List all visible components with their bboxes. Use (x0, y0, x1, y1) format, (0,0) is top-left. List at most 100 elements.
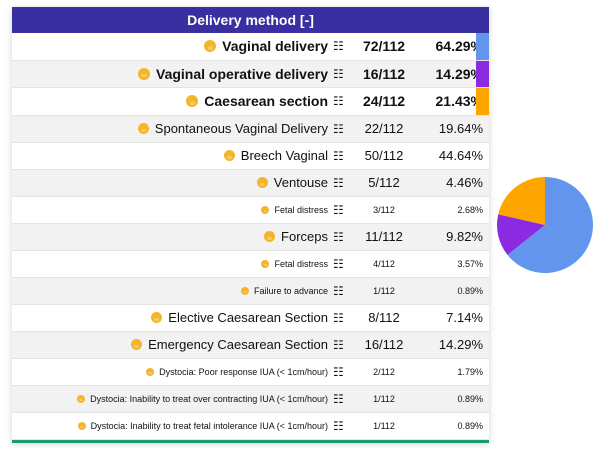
table-row[interactable]: Elective Caesarean Section ☷ 8/112 7.14% (12, 305, 489, 332)
pie-slice-vaginal-operative-delivery[interactable] (497, 214, 545, 255)
row-percent: 7.14% (446, 310, 483, 325)
row-percent: 64.29% (435, 38, 483, 55)
row-count: 24/112 (362, 93, 406, 110)
row-count: 1/112 (373, 420, 395, 431)
grid-icon[interactable]: ☷ (333, 283, 344, 298)
table-row[interactable]: Fetal distress ☷ 3/112 2.68% (12, 197, 489, 224)
grid-icon[interactable]: ☷ (333, 364, 344, 379)
row-percent: 0.89% (457, 393, 483, 404)
row-count: 72/112 (362, 38, 406, 55)
row-label: Dystocia: Inability to treat over contra… (90, 393, 328, 404)
row-label: Vaginal operative delivery (156, 65, 328, 82)
row-label: Failure to advance (253, 285, 328, 296)
baby-icon (77, 421, 86, 430)
pie-slice-caesarean-section[interactable] (498, 177, 545, 225)
grid-icon[interactable]: ☷ (333, 202, 344, 217)
row-label-cell: Spontaneous Vaginal Delivery ☷ (12, 121, 345, 136)
row-label: Caesarean section (204, 93, 328, 110)
grid-icon[interactable]: ☷ (333, 418, 344, 433)
row-count: 1/112 (373, 285, 395, 296)
delivery-method-panel: Delivery method [-] Vaginal delivery ☷ 72/… (12, 7, 489, 443)
row-label-cell: Breech Vaginal ☷ (12, 148, 345, 163)
row-percent: 4.46% (446, 175, 483, 190)
grid-icon[interactable]: ☷ (333, 256, 344, 271)
color-swatch (476, 33, 489, 60)
table-row[interactable]: Breech Vaginal ☷ 50/112 44.64% (12, 143, 489, 170)
row-label: Fetal distress (274, 258, 328, 269)
row-percent: 14.29% (438, 337, 483, 352)
row-label-cell: Elective Caesarean Section ☷ (12, 310, 345, 325)
row-count: 16/112 (362, 65, 406, 82)
delivery-table: Vaginal delivery ☷ 72/112 64.29% Vaginal ope… (12, 33, 489, 440)
row-count: 50/112 (364, 148, 404, 163)
table-row[interactable]: Dystocia: Poor response IUA (< 1cm/hour)… (12, 359, 489, 386)
row-percent: 3.57% (457, 258, 483, 269)
row-percent: 9.82% (446, 229, 483, 244)
table-row[interactable]: Forceps ☷ 11/112 9.82% (12, 223, 489, 251)
baby-icon (256, 177, 268, 188)
grid-icon[interactable]: ☷ (333, 175, 344, 190)
bottom-divider (12, 439, 489, 443)
pie-slice-vaginal-delivery[interactable] (507, 177, 593, 273)
grid-icon[interactable]: ☷ (333, 337, 344, 352)
row-label-cell: Dystocia: Inability to treat fetal intol… (12, 420, 345, 432)
table-row[interactable]: Fetal distress ☷ 4/112 3.57% (12, 251, 489, 278)
grid-icon[interactable]: ☷ (333, 39, 344, 54)
row-label: Dystocia: Poor response IUA (< 1cm/hour) (159, 366, 328, 377)
row-label-cell: Fetal distress ☷ (12, 204, 345, 216)
row-label: Forceps (281, 229, 328, 244)
grid-icon[interactable]: ☷ (333, 391, 344, 406)
grid-icon[interactable]: ☷ (333, 229, 344, 244)
row-label-cell: Vaginal delivery ☷ (12, 38, 345, 54)
grid-icon[interactable]: ☷ (333, 94, 344, 109)
row-label-cell: Dystocia: Inability to treat over contra… (12, 393, 345, 405)
row-label-cell: Caesarean section ☷ (12, 93, 345, 109)
baby-icon (261, 259, 270, 268)
row-label-cell: Forceps ☷ (12, 229, 345, 244)
baby-icon (138, 67, 151, 80)
panel-title[interactable]: Delivery method [-] (187, 12, 314, 28)
row-label-cell: Ventouse ☷ (12, 175, 345, 190)
row-percent: 0.89% (457, 285, 483, 296)
baby-icon (77, 394, 86, 403)
baby-icon (204, 40, 217, 53)
table-row[interactable]: Vaginal delivery ☷ 72/112 64.29% (12, 33, 489, 61)
table-row[interactable]: Dystocia: Inability to treat over contra… (12, 385, 489, 413)
row-percent: 19.64% (438, 121, 483, 136)
baby-icon (131, 339, 143, 350)
table-row[interactable]: Spontaneous Vaginal Delivery ☷ 22/112 19.64… (12, 115, 489, 143)
row-count: 4/112 (373, 258, 395, 269)
row-label: Emergency Caesarean Section (148, 337, 328, 352)
baby-icon (223, 150, 235, 161)
row-count: 16/112 (364, 337, 404, 352)
grid-icon[interactable]: ☷ (333, 148, 344, 163)
table-row[interactable]: Dystocia: Inability to treat fetal intol… (12, 413, 489, 440)
panel-header[interactable]: Delivery method [-] (12, 7, 489, 33)
row-label-cell: Dystocia: Poor response IUA (< 1cm/hour)… (12, 366, 345, 378)
row-percent: 2.68% (457, 204, 483, 215)
baby-icon (261, 205, 270, 214)
row-count: 3/112 (373, 204, 395, 215)
grid-icon[interactable]: ☷ (333, 310, 344, 325)
table-row[interactable]: Failure to advance ☷ 1/112 0.89% (12, 277, 489, 305)
delivery-pie-chart (497, 177, 593, 273)
row-label: Vaginal delivery (222, 38, 328, 55)
row-label: Ventouse (273, 175, 328, 190)
table-row[interactable]: Emergency Caesarean Section ☷ 16/112 14.29% (12, 331, 489, 359)
row-count: 1/112 (373, 393, 395, 404)
row-count: 2/112 (373, 366, 395, 377)
table-row[interactable]: Caesarean section ☷ 24/112 21.43% (12, 88, 489, 116)
color-swatch (476, 88, 489, 115)
table-row[interactable]: Ventouse ☷ 5/112 4.46% (12, 169, 489, 197)
row-label: Dystocia: Inability to treat fetal intol… (90, 420, 328, 431)
row-percent: 44.64% (438, 148, 483, 163)
grid-icon[interactable]: ☷ (333, 121, 344, 136)
baby-icon (146, 367, 155, 376)
baby-icon (264, 231, 276, 242)
row-count: 8/112 (368, 310, 400, 325)
baby-icon (137, 123, 149, 134)
grid-icon[interactable]: ☷ (333, 66, 344, 81)
table-row[interactable]: Vaginal operative delivery ☷ 16/112 14.29% (12, 60, 489, 88)
row-percent: 14.29% (435, 65, 483, 82)
baby-icon (151, 312, 163, 323)
